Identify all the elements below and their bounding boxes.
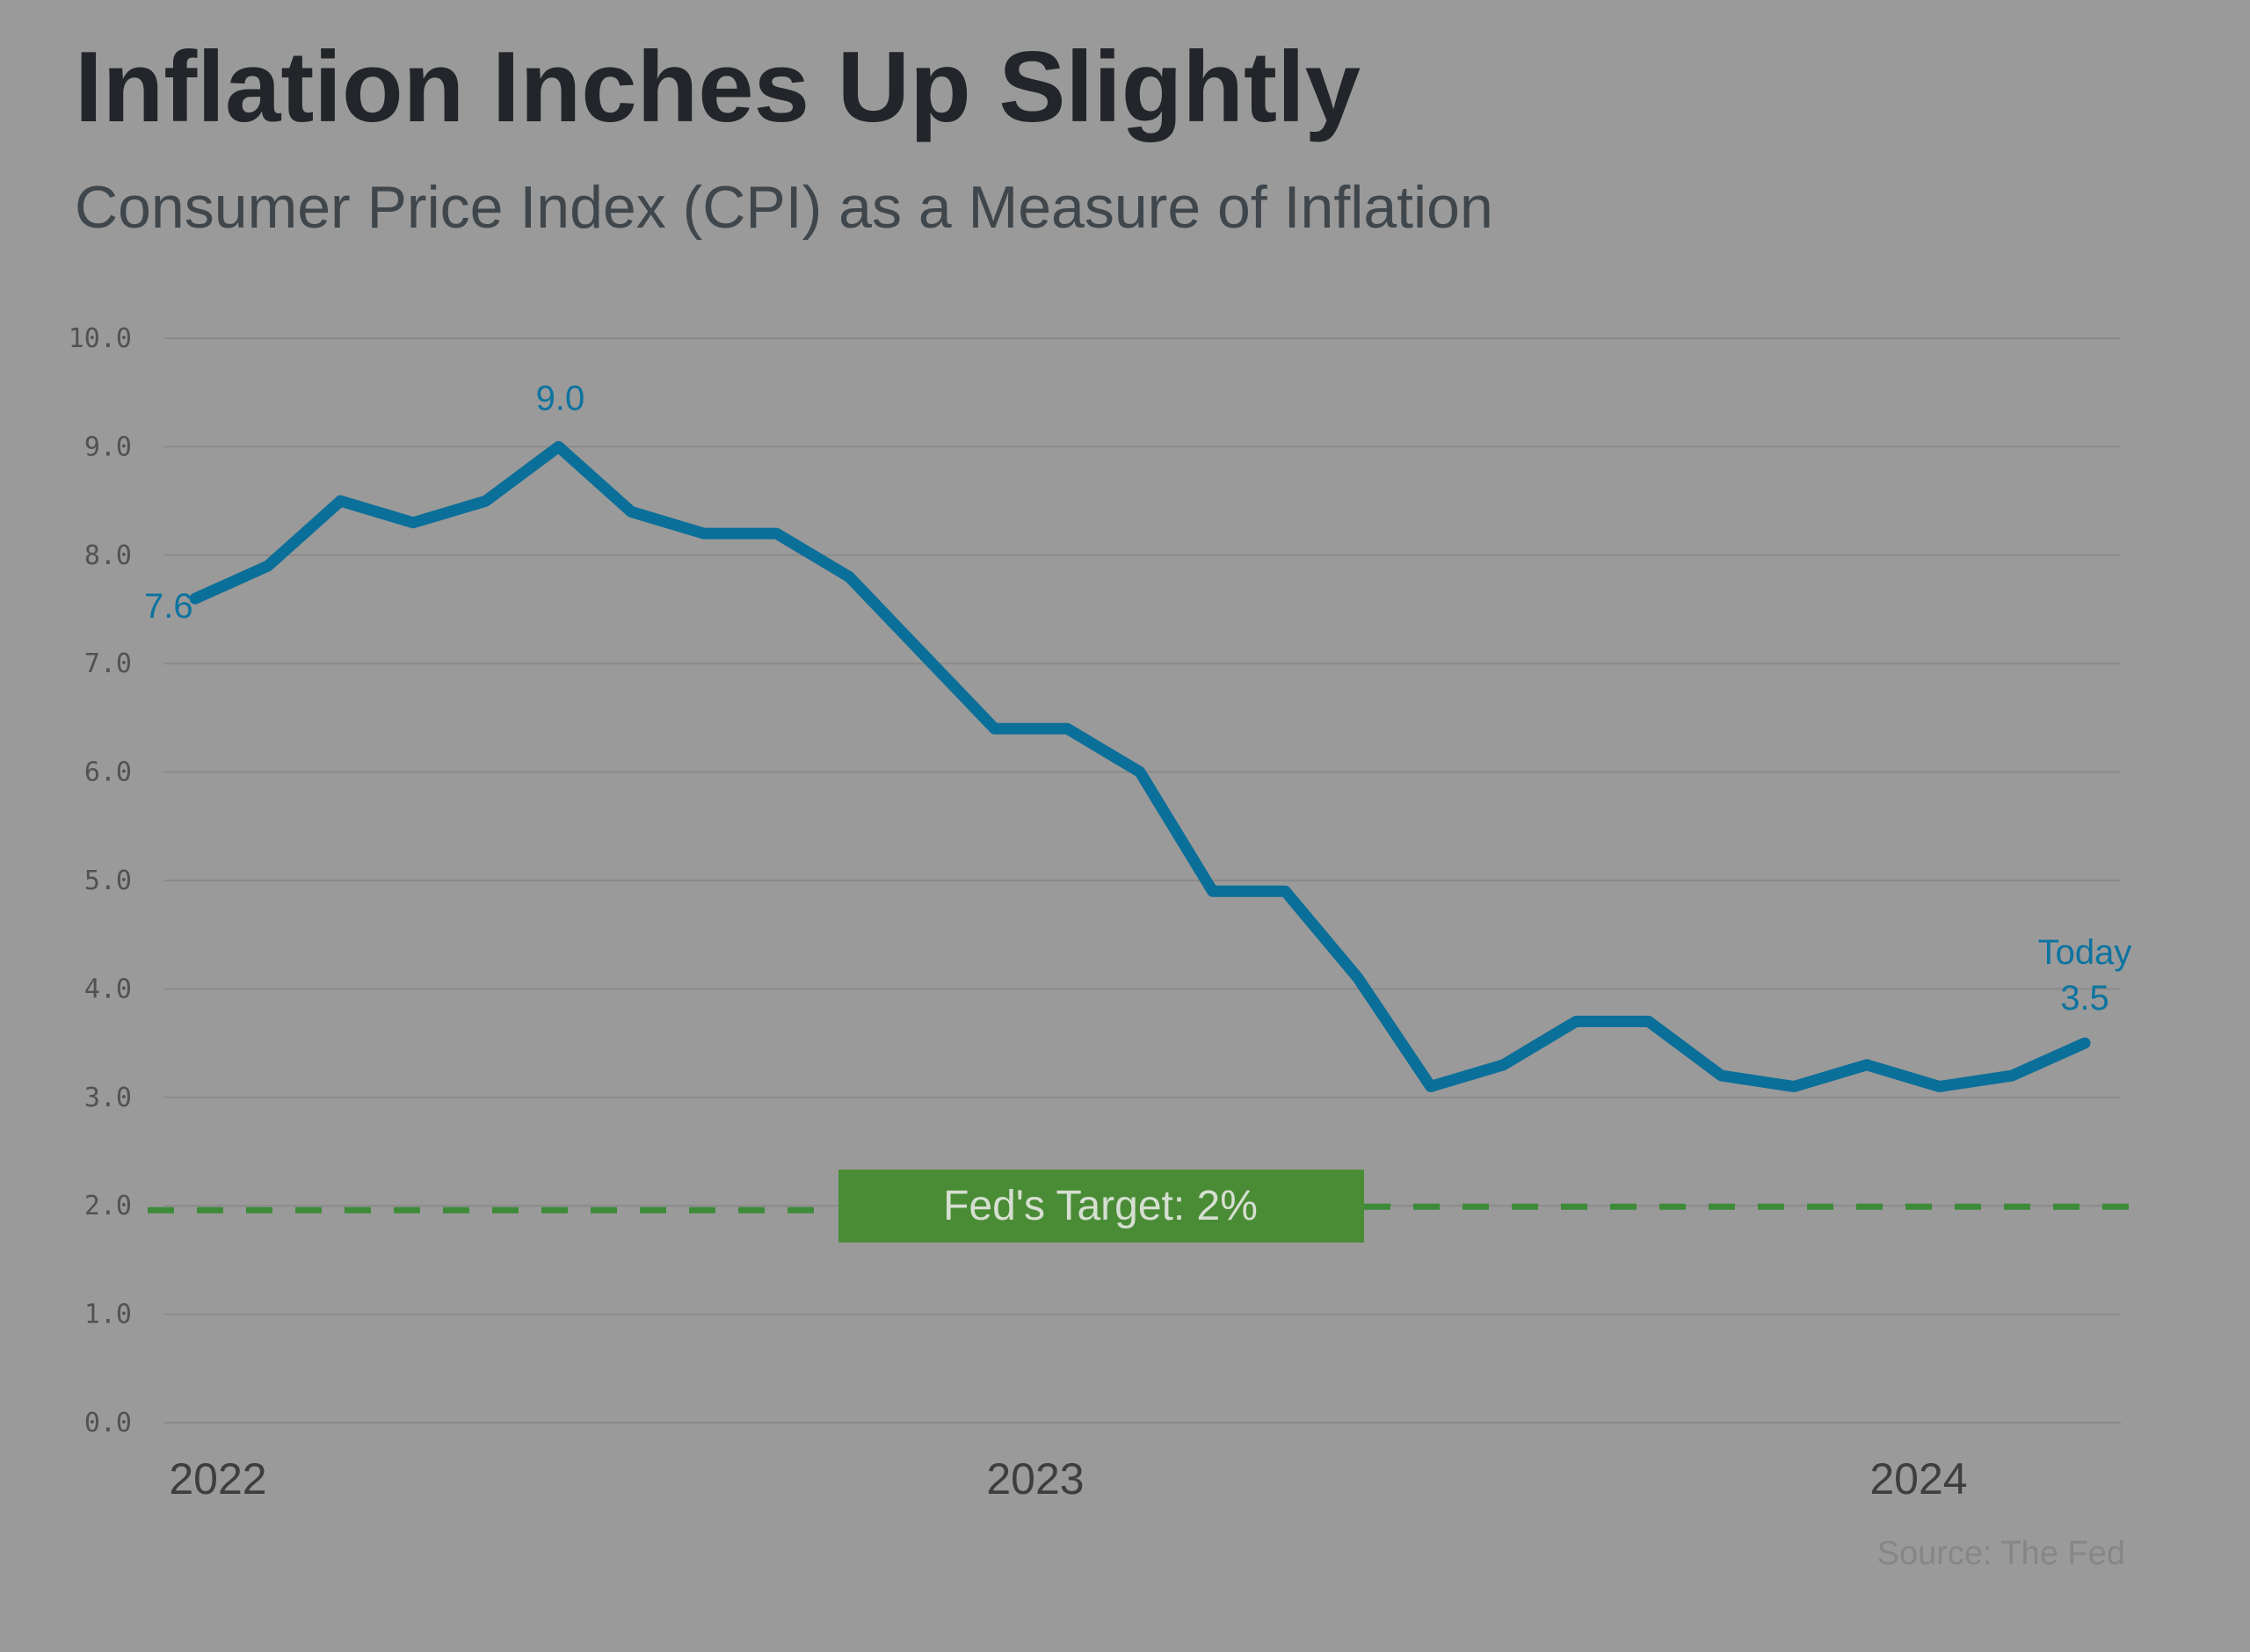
y-tick-label: 7.0	[84, 648, 132, 679]
y-tick-label: 8.0	[84, 540, 132, 571]
data-labels: 7.6 9.0 Today 3.5	[144, 379, 2131, 1018]
y-tick-label: 4.0	[84, 974, 132, 1004]
chart-title: Inflation Inches Up Slightly	[75, 32, 1361, 143]
y-tick-label: 3.0	[84, 1083, 132, 1113]
y-tick-label: 9.0	[84, 431, 132, 462]
data-label: Today	[2038, 933, 2132, 972]
target-label: Fed's Target: 2%	[943, 1183, 1258, 1229]
chart-subtitle: Consumer Price Index (CPI) as a Measure …	[75, 174, 1493, 241]
y-axis-ticks: 0.0 1.0 2.0 3.0 4.0 5.0 6.0 7.0 8.0 9.0 10.0	[69, 323, 132, 1438]
y-tick-label: 1.0	[84, 1300, 132, 1330]
cpi-series	[189, 440, 2091, 1092]
data-label: 9.0	[536, 379, 585, 417]
x-tick-label: 2022	[169, 1454, 266, 1503]
y-tick-label: 2.0	[84, 1191, 132, 1221]
x-tick-label: 2023	[986, 1454, 1084, 1503]
y-tick-label: 6.0	[84, 757, 132, 788]
fed-target: Fed's Target: 2%	[148, 1170, 2130, 1243]
y-tick-label: 10.0	[69, 323, 132, 354]
cpi-line	[189, 440, 2091, 1092]
y-tick-label: 0.0	[84, 1408, 132, 1438]
data-label: 3.5	[2060, 979, 2109, 1018]
source-note: Source: The Fed	[1877, 1535, 2125, 1572]
data-label: 7.6	[144, 587, 193, 626]
x-axis-ticks: 2022 2023 2024	[169, 1454, 1967, 1503]
y-tick-label: 5.0	[84, 866, 132, 896]
target-label-box	[838, 1170, 1364, 1243]
x-tick-label: 2024	[1869, 1454, 1967, 1503]
gridlines	[163, 337, 2121, 1424]
